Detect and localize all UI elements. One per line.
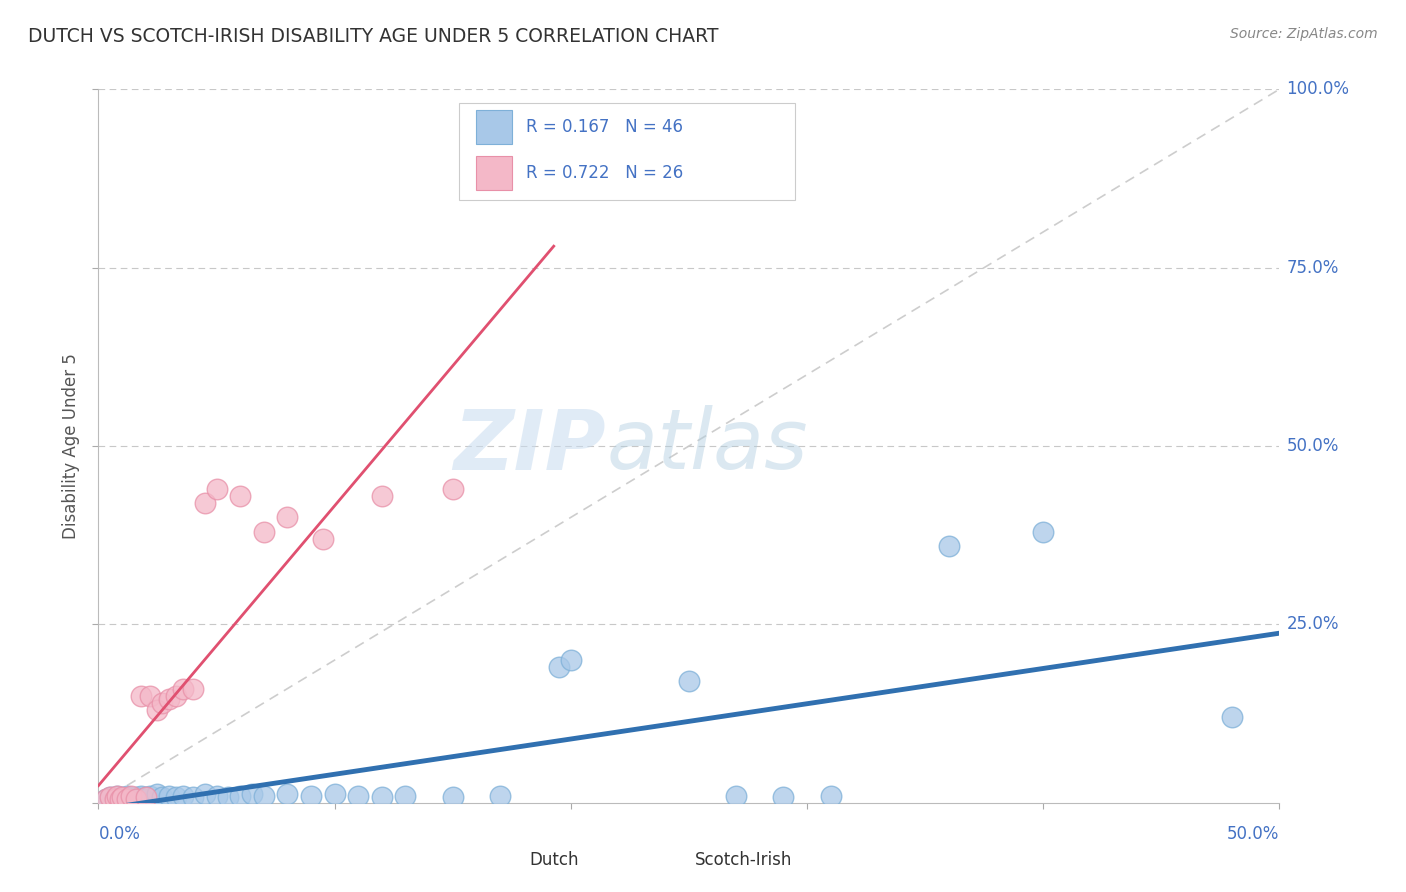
Point — [276, 510, 298, 524]
Point — [253, 789, 276, 803]
Point — [122, 791, 145, 805]
Point — [105, 789, 128, 803]
Point — [725, 789, 748, 803]
Point — [172, 681, 194, 696]
Point — [94, 792, 117, 806]
Bar — [659, 844, 689, 876]
Point — [139, 689, 162, 703]
Point — [105, 789, 128, 803]
Point — [229, 789, 252, 803]
Y-axis label: Disability Age Under 5: Disability Age Under 5 — [62, 353, 80, 539]
Point — [205, 789, 228, 803]
Point — [125, 792, 148, 806]
Point — [128, 792, 150, 806]
Point — [111, 790, 134, 805]
Text: 50.0%: 50.0% — [1286, 437, 1339, 455]
Point — [111, 790, 134, 805]
Point — [181, 681, 204, 696]
Point — [108, 792, 131, 806]
Text: 75.0%: 75.0% — [1286, 259, 1339, 277]
Point — [104, 791, 127, 805]
Text: R = 0.167   N = 46: R = 0.167 N = 46 — [526, 118, 683, 136]
Point — [94, 791, 117, 805]
Point — [253, 524, 276, 539]
Text: ZIP: ZIP — [454, 406, 606, 486]
Point — [441, 482, 464, 496]
Point — [560, 653, 582, 667]
Point — [194, 496, 217, 510]
FancyBboxPatch shape — [458, 103, 796, 200]
Point — [115, 789, 138, 803]
Text: 0.0%: 0.0% — [98, 825, 141, 843]
Point — [1032, 524, 1054, 539]
Point — [299, 789, 322, 803]
Point — [118, 792, 141, 806]
Point — [1220, 710, 1243, 724]
Point — [139, 789, 162, 803]
Point — [394, 789, 416, 803]
Point — [165, 689, 187, 703]
Point — [125, 790, 148, 805]
Point — [172, 789, 194, 803]
Text: Source: ZipAtlas.com: Source: ZipAtlas.com — [1230, 27, 1378, 41]
Text: R = 0.722   N = 26: R = 0.722 N = 26 — [526, 164, 683, 182]
Point — [347, 789, 370, 803]
Point — [276, 787, 298, 801]
Point — [678, 674, 700, 689]
Text: 50.0%: 50.0% — [1227, 825, 1279, 843]
Point — [104, 791, 127, 805]
Bar — [477, 156, 512, 190]
Point — [938, 539, 960, 553]
Point — [112, 791, 135, 805]
Point — [548, 660, 571, 674]
Point — [371, 790, 394, 805]
Text: 25.0%: 25.0% — [1286, 615, 1339, 633]
Point — [129, 789, 152, 803]
Point — [240, 787, 263, 801]
Point — [157, 789, 180, 803]
Point — [157, 692, 180, 706]
Point — [135, 790, 157, 805]
Point — [115, 791, 138, 805]
Point — [146, 787, 169, 801]
Text: 100.0%: 100.0% — [1286, 80, 1350, 98]
Point — [129, 689, 152, 703]
Point — [229, 489, 252, 503]
Point — [181, 790, 204, 805]
Point — [135, 790, 157, 805]
Point — [132, 791, 155, 805]
Point — [489, 789, 512, 803]
Text: atlas: atlas — [606, 406, 808, 486]
Point — [150, 696, 173, 710]
Point — [146, 703, 169, 717]
Bar — [494, 844, 523, 876]
Point — [150, 790, 173, 805]
Text: DUTCH VS SCOTCH-IRISH DISABILITY AGE UNDER 5 CORRELATION CHART: DUTCH VS SCOTCH-IRISH DISABILITY AGE UND… — [28, 27, 718, 45]
Point — [98, 790, 121, 805]
Point — [323, 787, 346, 801]
Point — [312, 532, 335, 546]
Point — [121, 789, 143, 803]
Point — [98, 790, 121, 805]
Point — [772, 790, 794, 805]
Point — [820, 789, 842, 803]
Point — [108, 792, 131, 806]
Point — [121, 790, 143, 805]
Text: Scotch-Irish: Scotch-Irish — [695, 851, 792, 869]
Point — [371, 489, 394, 503]
Point — [194, 787, 217, 801]
Point — [205, 482, 228, 496]
Point — [165, 790, 187, 805]
Text: Dutch: Dutch — [530, 851, 579, 869]
Point — [441, 790, 464, 805]
Bar — [477, 110, 512, 144]
Point — [217, 790, 239, 805]
